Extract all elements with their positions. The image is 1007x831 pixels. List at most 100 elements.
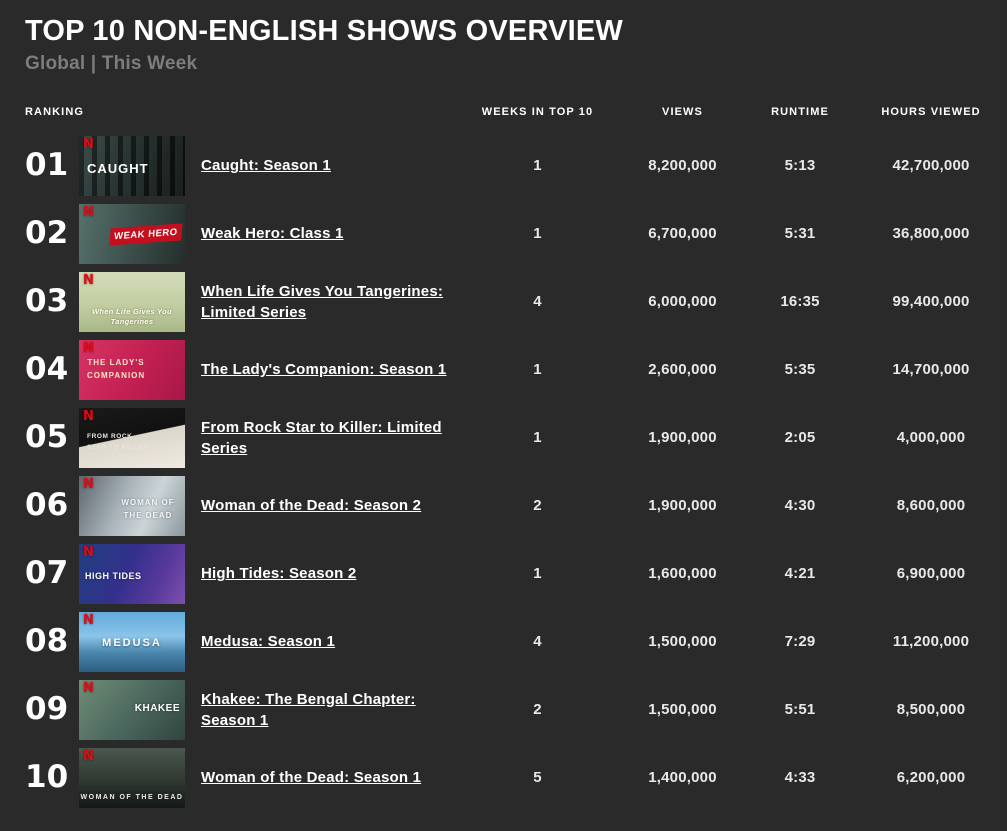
weeks-in-top10-value: 1 [533,565,542,583]
thumbnail-art-text: HIGH TIDES [85,570,142,581]
header-weeks-in-top10: WEEKS IN TOP 10 [481,105,594,118]
show-title-link[interactable]: Caught: Season 1 [201,157,331,175]
hours-viewed-value: 8,500,000 [896,701,966,719]
runtime-value: 2:05 [784,429,816,447]
views-value: 1,400,000 [648,769,717,787]
thumbnail-art-text: When Life Gives You Tangerines [92,306,172,327]
table-body: 01 N CAUGHT Caught: Season 1 1 8,200,000… [25,132,1007,812]
show-thumbnail[interactable]: N THE LADY'S COMPANION [79,339,185,400]
page-subtitle: Global | This Week [25,52,198,74]
runtime-value: 7:29 [784,633,816,651]
show-thumbnail[interactable]: N MEDUSA [79,611,185,672]
runtime-value: 5:13 [784,157,816,175]
runtime-value: 4:21 [784,565,816,583]
rank-number: 05 [25,419,69,456]
table-header: RANKING WEEKS IN TOP 10 VIEWS RUNTIME HO… [25,106,1007,118]
show-title-link[interactable]: The Lady's Companion: Season 1 [201,361,447,379]
table-row: 05 N FROM ROCK STAR TO KILLER From Rock … [25,404,1007,472]
runtime-value: 4:30 [784,497,816,515]
hours-viewed-value: 14,700,000 [892,361,970,379]
show-thumbnail[interactable]: N WEAK HERO [79,203,185,264]
show-thumbnail[interactable]: N KHAKEE [79,679,185,740]
table-row: 03 N When Life Gives You Tangerines When… [25,268,1007,336]
show-thumbnail[interactable]: N WOMAN OF THE DEAD [79,475,185,536]
show-thumbnail[interactable]: N WOMAN OF THE DEAD [79,747,185,808]
views-value: 1,600,000 [648,565,717,583]
rank-number: 07 [25,555,69,592]
weeks-in-top10-value: 4 [533,293,542,311]
weeks-in-top10-value: 1 [533,157,542,175]
thumbnail-art-text: WOMAN OF THE DEAD [121,497,175,520]
netflix-n-icon: N [83,136,94,152]
table-row: 07 N HIGH TIDES High Tides: Season 2 1 1… [25,540,1007,608]
runtime-value: 4:33 [784,769,816,787]
show-thumbnail[interactable]: N When Life Gives You Tangerines [79,271,185,332]
views-value: 1,900,000 [648,429,717,447]
table-row: 08 N MEDUSA Medusa: Season 1 4 1,500,000… [25,608,1007,676]
table-row: 01 N CAUGHT Caught: Season 1 1 8,200,000… [25,132,1007,200]
runtime-value: 5:51 [784,701,816,719]
show-title-link[interactable]: Woman of the Dead: Season 1 [201,769,422,787]
show-title-link[interactable]: Woman of the Dead: Season 2 [201,497,422,515]
runtime-value: 5:31 [784,225,816,243]
show-title-link[interactable]: High Tides: Season 2 [201,565,357,583]
header-runtime: RUNTIME [771,105,829,118]
hours-viewed-value: 4,000,000 [896,429,966,447]
page-title: TOP 10 NON-ENGLISH SHOWS OVERVIEW [25,15,623,47]
table-row: 10 N WOMAN OF THE DEAD Woman of the Dead… [25,744,1007,812]
thumbnail-art-text: WEAK HERO [109,223,183,246]
table-row: 09 N KHAKEE Khakee: The Bengal Chapter: … [25,676,1007,744]
weeks-in-top10-value: 4 [533,633,542,651]
hours-viewed-value: 36,800,000 [892,225,970,243]
hours-viewed-value: 11,200,000 [892,633,970,651]
show-thumbnail[interactable]: N CAUGHT [79,135,185,196]
thumbnail-art-text: CAUGHT [87,160,149,176]
netflix-n-icon: N [83,340,94,356]
show-title-link[interactable]: Medusa: Season 1 [201,633,336,651]
show-title-link[interactable]: Weak Hero: Class 1 [201,225,344,243]
rank-number: 01 [25,147,69,184]
netflix-n-icon: N [83,612,94,628]
views-value: 6,000,000 [648,293,717,311]
weeks-in-top10-value: 1 [533,429,542,447]
weeks-in-top10-value: 2 [533,701,542,719]
table-row: 04 N THE LADY'S COMPANION The Lady's Com… [25,336,1007,404]
thumbnail-art-text: THE LADY'S COMPANION [87,357,146,380]
thumbnail-art-text: WOMAN OF THE DEAD [80,794,184,802]
weeks-in-top10-value: 2 [533,497,542,515]
runtime-value: 16:35 [780,293,820,311]
views-value: 2,600,000 [648,361,717,379]
rank-number: 06 [25,487,69,524]
rank-number: 09 [25,691,69,728]
rank-number: 02 [25,215,69,252]
rank-number: 08 [25,623,69,660]
header-hours-viewed: HOURS VIEWED [881,105,981,118]
netflix-n-icon: N [83,476,94,492]
show-title-link[interactable]: Khakee: The Bengal Chapter: Season 1 [201,690,416,729]
show-thumbnail[interactable]: N HIGH TIDES [79,543,185,604]
netflix-n-icon: N [83,408,94,424]
views-value: 1,900,000 [648,497,717,515]
header-ranking: RANKING [25,105,85,118]
weeks-in-top10-value: 1 [533,361,542,379]
thumbnail-art-text: FROM ROCK STAR TO KILLER [87,432,149,451]
netflix-n-icon: N [83,748,94,764]
show-thumbnail[interactable]: N FROM ROCK STAR TO KILLER [79,407,185,468]
hours-viewed-value: 42,700,000 [892,157,970,175]
thumbnail-art-text: MEDUSA [102,636,162,649]
show-title-link[interactable]: When Life Gives You Tangerines: Limited … [201,282,444,321]
hours-viewed-value: 8,600,000 [896,497,966,515]
hours-viewed-value: 6,200,000 [896,769,966,787]
header-views: VIEWS [662,105,703,118]
netflix-n-icon: N [83,680,94,696]
thumbnail-art-text: KHAKEE [134,702,180,714]
hours-viewed-value: 6,900,000 [896,565,966,583]
views-value: 8,200,000 [648,157,717,175]
rank-number: 04 [25,351,69,388]
weeks-in-top10-value: 5 [533,769,542,787]
table-row: 02 N WEAK HERO Weak Hero: Class 1 1 6,70… [25,200,1007,268]
show-title-link[interactable]: From Rock Star to Killer: Limited Series [201,418,442,457]
views-value: 6,700,000 [648,225,717,243]
views-value: 1,500,000 [648,701,717,719]
